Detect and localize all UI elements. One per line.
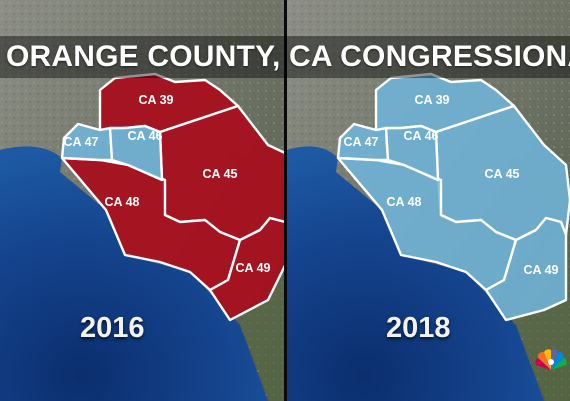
district-label-ca47: CA 47 [64, 135, 99, 149]
ocean [287, 146, 544, 401]
district-ca46[interactable] [108, 124, 164, 182]
map-panel-2018: CA 39 CA 47 CA 46 CA 45 CA 48 CA 49 [287, 0, 570, 401]
district-label-ca45: CA 45 [203, 167, 238, 181]
district-label-ca48: CA 48 [105, 195, 140, 209]
district-label-ca46: CA 46 [404, 129, 439, 143]
page-title: ORANGE COUNTY, CA CONGRESSIONAL DIS [0, 36, 570, 78]
district-ca46[interactable] [384, 124, 440, 182]
district-ca47[interactable] [336, 122, 390, 162]
district-label-ca45: CA 45 [485, 167, 520, 181]
district-ca47[interactable] [60, 122, 114, 162]
district-label-ca48: CA 48 [387, 195, 422, 209]
ocean [0, 146, 268, 401]
district-label-ca39: CA 39 [415, 93, 450, 107]
year-label-2016: 2016 [80, 312, 145, 344]
district-label-ca47: CA 47 [344, 135, 379, 149]
district-ca49[interactable] [484, 216, 568, 322]
district-label-ca49: CA 49 [236, 261, 271, 275]
district-label-ca39: CA 39 [139, 93, 174, 107]
district-label-ca46: CA 46 [128, 129, 163, 143]
panel-divider [284, 0, 287, 401]
year-label-2018: 2018 [386, 312, 451, 344]
peacock-logo-icon [535, 349, 567, 370]
district-label-ca49: CA 49 [524, 263, 559, 277]
